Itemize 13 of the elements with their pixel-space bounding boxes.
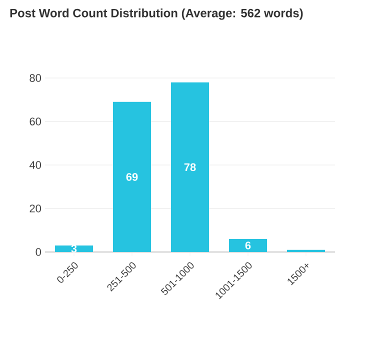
y-tick-label: 0 bbox=[36, 248, 42, 256]
chart-title: Post Word Count Distribution (Average: 562 words) bbox=[10, 8, 303, 20]
y-tick-label: 60 bbox=[30, 118, 42, 126]
y-tick-label: 40 bbox=[29, 161, 42, 169]
bar bbox=[171, 82, 209, 252]
data-label: 78 bbox=[184, 163, 196, 172]
data-label: 6 bbox=[245, 242, 251, 250]
y-tick-label: 20 bbox=[30, 204, 42, 212]
bar bbox=[55, 245, 93, 252]
y-tick-label: 80 bbox=[30, 74, 42, 82]
bar bbox=[113, 102, 151, 252]
bar bbox=[229, 238, 267, 252]
data-label: 69 bbox=[126, 173, 138, 181]
